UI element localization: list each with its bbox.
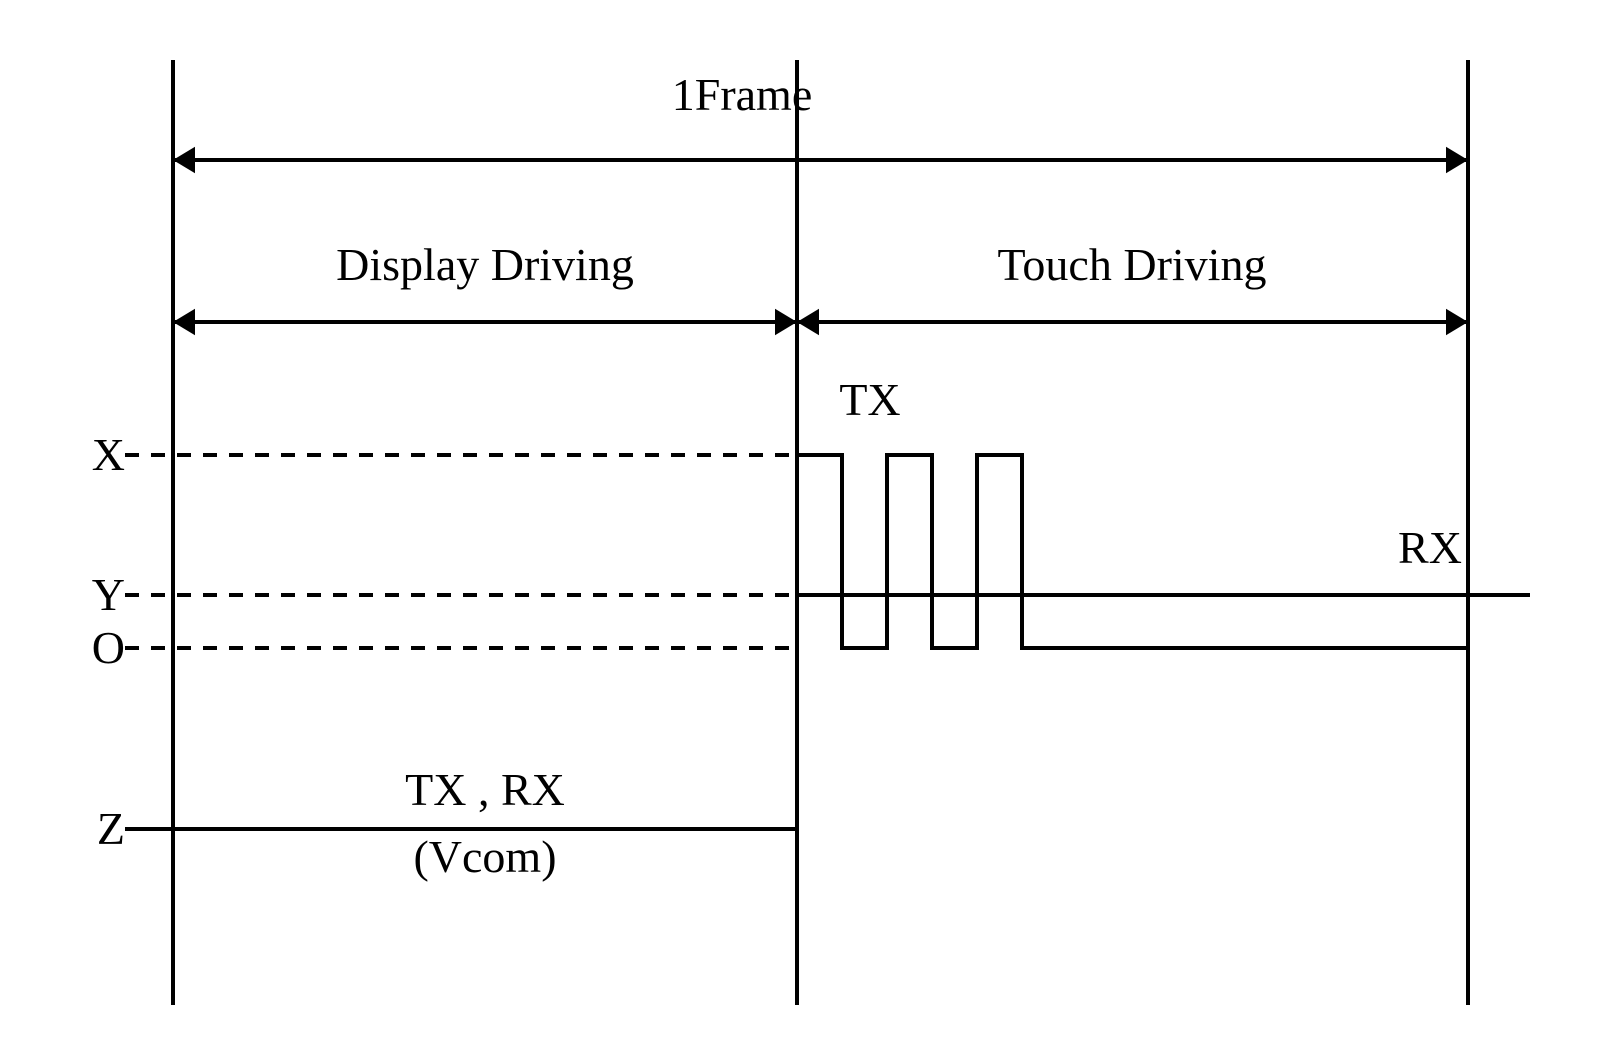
axis-z-label: Z bbox=[97, 803, 125, 854]
axis-x-label: X bbox=[92, 429, 125, 480]
display-driving-arrow bbox=[173, 309, 797, 335]
axis-y-label: Y bbox=[92, 569, 125, 620]
rx-label: RX bbox=[1398, 522, 1462, 573]
vcom-label: (Vcom) bbox=[413, 831, 556, 882]
tx-label: TX bbox=[839, 374, 900, 425]
touch-driving-label: Touch Driving bbox=[998, 239, 1267, 290]
display-driving-label: Display Driving bbox=[336, 239, 634, 290]
tx-pulse-waveform bbox=[797, 455, 1468, 648]
touch-driving-arrow bbox=[797, 309, 1468, 335]
frame-title-label: 1Frame bbox=[672, 69, 813, 120]
txrx-label: TX , RX bbox=[405, 764, 565, 815]
axis-o-label: O bbox=[92, 622, 125, 673]
frame-span-arrow bbox=[173, 147, 1468, 173]
